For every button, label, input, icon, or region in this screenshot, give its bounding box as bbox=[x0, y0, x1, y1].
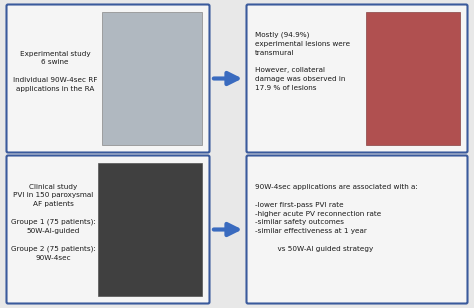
FancyBboxPatch shape bbox=[246, 156, 467, 303]
FancyBboxPatch shape bbox=[366, 12, 460, 145]
Text: Experimental study
6 swine

Individual 90W-4sec RF
applications in the RA: Experimental study 6 swine Individual 90… bbox=[13, 51, 97, 92]
FancyBboxPatch shape bbox=[246, 5, 467, 152]
FancyBboxPatch shape bbox=[98, 163, 202, 296]
Text: Mostly (94.9%)
experimental lesions were
transmural

However, collateral
damage : Mostly (94.9%) experimental lesions were… bbox=[255, 32, 350, 91]
Text: 90W-4sec applications are associated with a:

-lower first-pass PVI rate
-higher: 90W-4sec applications are associated wit… bbox=[255, 184, 418, 252]
FancyBboxPatch shape bbox=[7, 156, 210, 303]
FancyBboxPatch shape bbox=[102, 12, 202, 145]
FancyBboxPatch shape bbox=[7, 5, 210, 152]
Text: Clinical study
PVI in 150 paroxysmal
AF patients

Groupe 1 (75 patients):
50W-AI: Clinical study PVI in 150 paroxysmal AF … bbox=[10, 184, 95, 261]
